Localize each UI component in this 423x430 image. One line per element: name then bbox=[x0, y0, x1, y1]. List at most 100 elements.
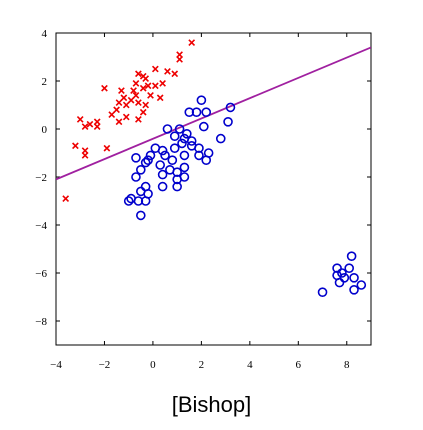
cross-stroke bbox=[135, 99, 142, 106]
cross-point bbox=[151, 82, 159, 90]
x-tick-label: 2 bbox=[199, 359, 205, 371]
cross-stroke bbox=[81, 152, 89, 159]
circle-point bbox=[160, 150, 170, 161]
y-tick-label: 2 bbox=[42, 76, 48, 88]
cross-stroke bbox=[164, 68, 171, 75]
cross-point bbox=[76, 116, 84, 123]
cross-stroke bbox=[159, 80, 166, 87]
y-tick-label: 0 bbox=[42, 124, 48, 136]
circle-point bbox=[145, 150, 156, 161]
cross-stroke bbox=[108, 111, 116, 118]
cross-point bbox=[144, 82, 152, 90]
circle-point bbox=[136, 210, 146, 221]
cross-point bbox=[135, 70, 142, 78]
cross-stroke bbox=[142, 75, 150, 82]
cross-stroke bbox=[62, 195, 70, 202]
x-tick-label: 0 bbox=[150, 359, 156, 371]
circle-point bbox=[349, 284, 359, 295]
cross-point bbox=[135, 116, 142, 123]
cross-point bbox=[103, 144, 111, 152]
cross-point bbox=[132, 80, 140, 87]
circle-point bbox=[339, 272, 350, 283]
cross-stroke bbox=[139, 84, 147, 92]
circle-point bbox=[194, 150, 204, 161]
cross-point bbox=[108, 111, 116, 118]
circle-point bbox=[356, 280, 367, 290]
circle-point bbox=[157, 145, 168, 156]
circle-point bbox=[332, 263, 342, 274]
cross-point bbox=[113, 106, 120, 114]
cross-point bbox=[81, 123, 89, 130]
x-tick-label: −4 bbox=[50, 359, 62, 371]
circle-point bbox=[167, 155, 178, 165]
y-tick-label: −8 bbox=[35, 316, 47, 328]
cross-point bbox=[62, 195, 70, 202]
cross-point bbox=[135, 99, 142, 106]
cross-stroke bbox=[156, 94, 164, 102]
caption: [Bishop] bbox=[171, 392, 252, 417]
circle-point bbox=[169, 131, 180, 141]
y-tick-label: −2 bbox=[35, 172, 47, 184]
circle-point bbox=[346, 251, 357, 262]
circle-point bbox=[174, 124, 185, 134]
circle-point bbox=[337, 268, 347, 278]
cross-point bbox=[81, 152, 89, 159]
cross-stroke bbox=[86, 120, 94, 128]
cross-point bbox=[72, 142, 79, 150]
cross-point bbox=[115, 118, 123, 126]
circle-point bbox=[143, 155, 153, 165]
plot-area bbox=[55, 32, 372, 346]
cross-stroke bbox=[76, 116, 84, 123]
cross-point bbox=[130, 87, 137, 94]
cross-stroke bbox=[132, 92, 140, 99]
circle-point bbox=[179, 162, 190, 173]
circle-point bbox=[155, 160, 165, 170]
cross-stroke bbox=[171, 70, 179, 78]
cross-stroke bbox=[135, 116, 142, 123]
cross-point bbox=[139, 108, 147, 116]
circle-point bbox=[344, 263, 354, 274]
circle-point bbox=[123, 196, 134, 206]
cross-point bbox=[142, 101, 150, 109]
cross-stroke bbox=[176, 56, 183, 63]
cross-point bbox=[132, 92, 140, 99]
cross-stroke bbox=[122, 113, 130, 121]
circle-point bbox=[177, 138, 187, 149]
cross-stroke bbox=[81, 123, 89, 130]
cross-stroke bbox=[122, 101, 130, 109]
cross-point bbox=[120, 94, 128, 102]
circle-point bbox=[317, 287, 328, 298]
circle-point bbox=[157, 181, 168, 192]
cross-point bbox=[147, 92, 154, 99]
cross-stroke bbox=[135, 70, 142, 78]
circle-point bbox=[162, 124, 173, 134]
cross-stroke bbox=[127, 96, 135, 104]
cross-stroke bbox=[132, 80, 140, 87]
circle-point bbox=[194, 143, 204, 153]
cross-point bbox=[101, 84, 108, 92]
cross-point bbox=[176, 56, 183, 63]
circle-point bbox=[223, 117, 233, 127]
x-tick-label: 6 bbox=[296, 359, 302, 371]
circle-point bbox=[215, 133, 226, 144]
cross-stroke bbox=[93, 123, 101, 130]
cross-stroke bbox=[113, 106, 120, 114]
circle-point bbox=[201, 155, 212, 165]
y-tick-label: 4 bbox=[42, 28, 48, 40]
cross-stroke bbox=[72, 142, 79, 150]
cross-stroke bbox=[115, 118, 123, 126]
y-tick-label: −6 bbox=[35, 268, 47, 280]
cross-point bbox=[156, 94, 164, 102]
circle-point bbox=[157, 169, 168, 180]
cross-point bbox=[142, 75, 150, 82]
cross-stroke bbox=[188, 39, 196, 46]
circle-point bbox=[334, 277, 345, 288]
decision-boundary-line bbox=[56, 46, 371, 181]
cross-stroke bbox=[144, 82, 152, 90]
circle-point bbox=[131, 153, 141, 163]
cross-point bbox=[86, 120, 94, 128]
cross-point bbox=[139, 84, 147, 92]
y-tick-labels: 4 2 0 −2 −4 −6 −8 bbox=[35, 28, 47, 328]
x-tick-label: 8 bbox=[344, 359, 350, 371]
